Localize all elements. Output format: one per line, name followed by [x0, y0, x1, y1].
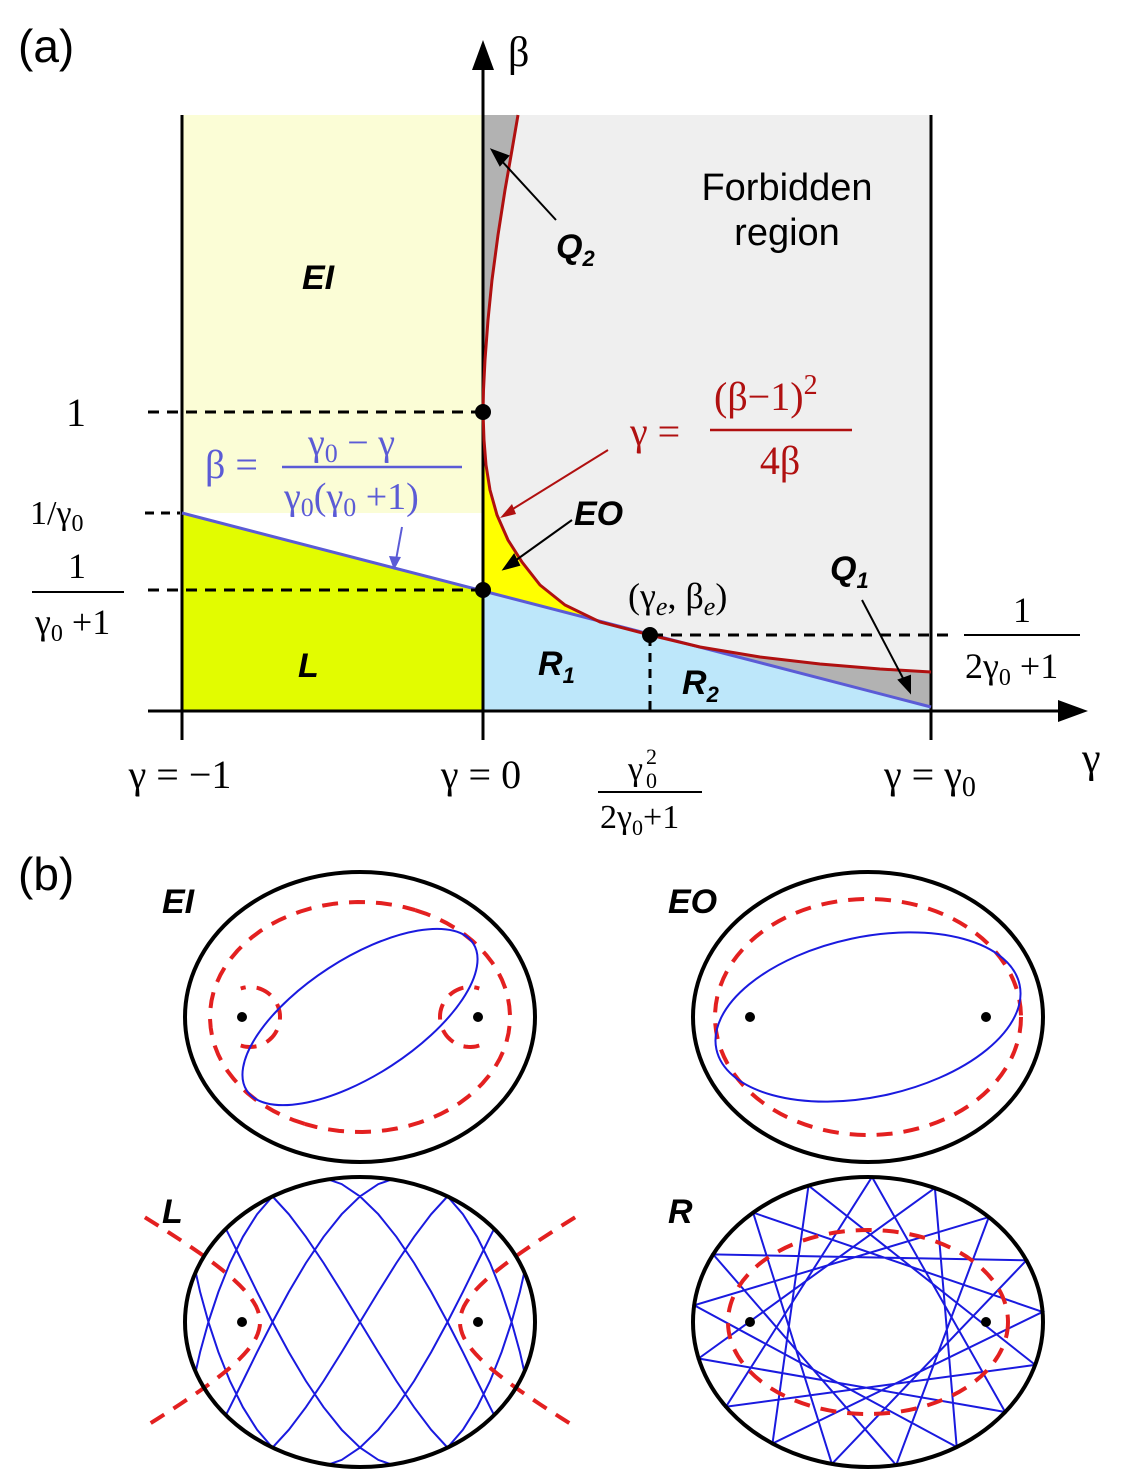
svg-text:γ =: γ = [629, 409, 680, 454]
r-caustic [726, 1228, 1010, 1416]
panel-a-label: (a) [18, 20, 74, 72]
xtick-gamma-e: γ 2 0 2γ0+1 [598, 744, 702, 840]
curve-eq-arrow [500, 449, 609, 518]
l-trajectory [185, 1177, 535, 1467]
svg-text:2: 2 [646, 744, 657, 769]
eo-boundary [691, 870, 1045, 1164]
svg-text:γ0 +1: γ0 +1 [34, 602, 110, 647]
eo-caustic [713, 897, 1023, 1137]
ei-caustic-left [207, 899, 416, 1126]
eo-focus-left [745, 1012, 755, 1022]
beta-axis-label: β [508, 30, 529, 76]
ytick-inv-gamma0: 1/γ0 [30, 495, 83, 537]
beta-axis-arrow-icon [472, 40, 494, 70]
svg-text:γ0 − γ: γ0 − γ [307, 422, 395, 468]
point-ge-be [642, 627, 658, 643]
svg-text:1: 1 [68, 546, 86, 586]
billiard-eo-label: EO [668, 883, 717, 921]
panel-b: (b) EI EO L R [18, 848, 1046, 1469]
point-ge-be-label: (γe, βe) [628, 576, 727, 621]
line-equation: β = γ0 − γ γ0(γ0 +1) [205, 422, 462, 522]
line-eq-arrow [389, 526, 403, 570]
svg-text:2γ0+1: 2γ0+1 [600, 799, 679, 840]
region-ei-label: EI [302, 259, 336, 297]
region-eo-label: EO [574, 495, 623, 533]
gamma-axis-arrow-icon [1058, 700, 1088, 722]
forbidden-label-line1: Forbidden [701, 167, 872, 209]
billiard-r [691, 1175, 1046, 1469]
xtick-gamma0: γ = γ0 [883, 752, 976, 803]
annotation-arrows [489, 148, 911, 695]
right-tick-beta-e: 1 2γ0 +1 [964, 590, 1080, 691]
linear-boundary-line [181, 511, 932, 709]
ei-trajectory [241, 927, 479, 1107]
svg-text:(β−1)2: (β−1)2 [714, 370, 818, 419]
svg-text:2γ0 +1: 2γ0 +1 [965, 646, 1058, 691]
l-caustic-left [143, 1215, 263, 1429]
ytick-one: 1 [66, 390, 86, 435]
svg-text:β =: β = [205, 442, 258, 487]
panel-b-label: (b) [18, 848, 74, 900]
billiard-r-label: R [668, 1193, 693, 1231]
billiard-l [143, 1175, 577, 1469]
svg-text:γ: γ [627, 751, 643, 788]
l-caustic-right [457, 1215, 577, 1429]
l-focus-left [237, 1317, 247, 1327]
r-focus-left [745, 1317, 755, 1327]
region-r1-label: R1 [538, 645, 575, 688]
gamma-axis-label: γ [1081, 736, 1101, 782]
r-focus-right [981, 1317, 991, 1327]
region-q2-label: Q2 [556, 228, 595, 271]
region-l-fill [182, 513, 483, 711]
caustic-curve [481, 114, 932, 674]
panel-a: (a) β γ EI L EO R1 R2 Q1 Q2 Forbidden re… [18, 20, 1101, 840]
ei-focus-left [237, 1012, 247, 1022]
ei-caustic-right [304, 908, 513, 1135]
billiard-eo [691, 870, 1045, 1164]
ytick-inv-gamma0p1: 1 γ0 +1 [32, 546, 124, 647]
ei-boundary [183, 870, 537, 1164]
region-q1-label: Q1 [830, 550, 869, 593]
svg-text:1: 1 [1013, 590, 1031, 630]
billiard-l-label: L [162, 1193, 183, 1231]
billiard-ei-label: EI [162, 883, 196, 921]
point-beta-one [475, 404, 491, 420]
region-ei-fill [182, 115, 483, 513]
curve-equation: γ = (β−1)2 4β [629, 370, 852, 483]
l-focus-right [473, 1317, 483, 1327]
svg-text:0: 0 [646, 768, 657, 793]
xtick-zero: γ = 0 [440, 752, 521, 797]
ei-focus-right [473, 1012, 483, 1022]
region-l-label: L [298, 647, 319, 685]
billiard-ei [183, 870, 537, 1164]
forbidden-label-line2: region [734, 212, 840, 254]
xtick-minus-one: γ = −1 [128, 752, 232, 797]
svg-text:4β: 4β [760, 438, 800, 483]
svg-text:γ0(γ0 +1): γ0(γ0 +1) [283, 476, 419, 522]
region-r2-label: R2 [682, 664, 720, 707]
l-boundary [183, 1175, 537, 1469]
eo-trajectory [714, 931, 1022, 1103]
r-boundary [691, 1175, 1045, 1469]
eo-focus-right [981, 1012, 991, 1022]
point-intersection [475, 582, 491, 598]
region-eo-fill [483, 412, 650, 635]
